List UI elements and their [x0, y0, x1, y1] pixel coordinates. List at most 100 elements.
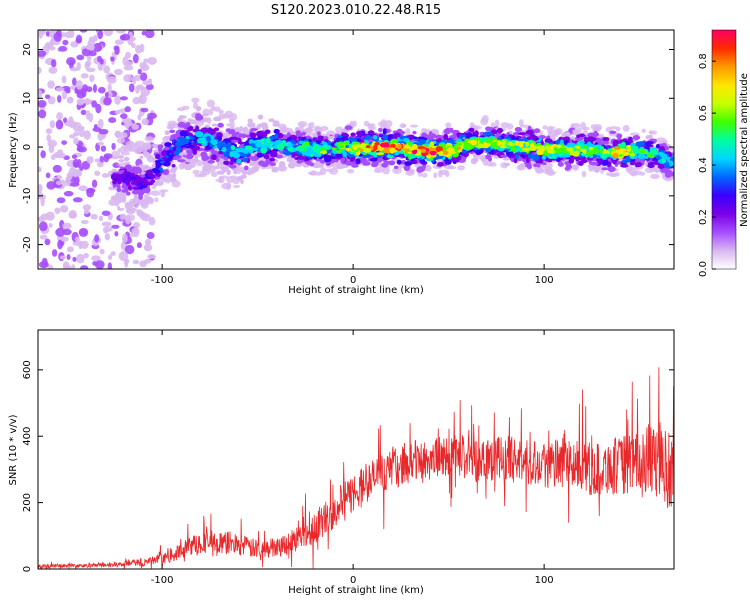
heatmap-cell	[225, 150, 231, 155]
heatmap-cell	[261, 124, 269, 131]
heatmap-cell	[632, 147, 640, 155]
heatmap-cell	[345, 147, 352, 152]
heatmap-cell	[448, 127, 454, 133]
heatmap-cell	[50, 154, 56, 161]
heatmap-cell	[544, 138, 551, 144]
heatmap-cell	[455, 142, 462, 146]
heatmap-cell	[169, 129, 176, 134]
heatmap-cell	[140, 64, 150, 72]
heatmap-cell	[140, 87, 151, 97]
heatmap-cell	[144, 194, 149, 198]
heatmap-cell	[454, 146, 458, 153]
heatmap-cell	[355, 158, 361, 165]
heatmap-cell	[164, 130, 170, 136]
heatmap-cell	[195, 105, 202, 112]
heatmap-cell	[512, 131, 521, 136]
heatmap-cell	[108, 117, 117, 124]
heatmap-cell	[518, 140, 527, 144]
heatmap-cell	[599, 145, 604, 151]
heatmap-cell	[140, 107, 149, 113]
heatmap-cell	[130, 200, 137, 206]
heatmap-cell	[420, 148, 427, 153]
heatmap-cell	[68, 210, 77, 218]
heatmap-cell	[155, 154, 161, 160]
heatmap-cell	[298, 132, 304, 136]
heatmap-cell	[396, 159, 402, 165]
heatmap-cell	[241, 149, 249, 154]
heatmap-cell	[38, 221, 48, 232]
heatmap-cell	[208, 108, 214, 116]
heatmap-cell	[622, 124, 630, 132]
heatmap-cell	[500, 154, 508, 158]
heatmap-cell	[563, 153, 571, 158]
heatmap-cell	[303, 144, 308, 149]
heatmap-cell	[402, 138, 410, 143]
heatmap-cell	[38, 166, 42, 173]
heatmap-cell	[201, 135, 206, 142]
heatmap-cell	[331, 147, 338, 151]
heatmap-cell	[350, 132, 356, 137]
heatmap-cell	[532, 154, 540, 161]
heatmap-cell	[121, 233, 128, 244]
heatmap-cell	[223, 160, 230, 166]
heatmap-cell	[275, 154, 283, 159]
heatmap-cell	[445, 122, 452, 129]
heatmap-cell	[470, 139, 477, 146]
heatmap-cell	[70, 41, 79, 48]
heatmap-cell	[429, 150, 437, 156]
heatmap-cell	[216, 161, 222, 166]
heatmap-cell	[507, 141, 514, 146]
heatmap-cell	[466, 132, 473, 138]
heatmap-cell	[76, 98, 87, 104]
heatmap-cell	[137, 68, 142, 75]
heatmap-cell	[38, 109, 47, 119]
heatmap-cell	[491, 129, 498, 135]
heatmap-cell	[144, 238, 152, 246]
heatmap-cell	[377, 156, 383, 163]
heatmap-cell	[520, 154, 526, 158]
heatmap-cell	[356, 138, 362, 142]
heatmap-cell	[384, 120, 393, 128]
snr-series-line	[38, 367, 674, 569]
heatmap-cell	[195, 130, 204, 138]
heatmap-cell	[276, 165, 287, 172]
heatmap-cell	[521, 147, 530, 152]
heatmap-cell	[91, 100, 98, 108]
heatmap-cell	[649, 161, 654, 165]
heatmap-cell	[238, 133, 246, 138]
heatmap-cell	[382, 166, 390, 175]
heatmap-cell	[162, 168, 170, 176]
heatmap-cell	[261, 144, 266, 149]
heatmap-cell	[137, 179, 144, 182]
heatmap-cell	[329, 135, 336, 140]
heatmap-cell	[195, 125, 200, 131]
heatmap-cell	[144, 136, 155, 142]
heatmap-cell	[116, 187, 122, 192]
heatmap-cell	[217, 122, 224, 128]
heatmap-cell	[63, 117, 68, 123]
heatmap-cell	[139, 155, 144, 160]
heatmap-cell	[44, 238, 51, 246]
heatmap-cell	[655, 143, 661, 149]
heatmap-cell	[572, 129, 580, 134]
heatmap-cell	[147, 154, 152, 160]
heatmap-cell	[60, 236, 69, 242]
heatmap-cell	[223, 156, 229, 161]
heatmap-cell	[219, 141, 227, 146]
colorbar-gradient	[711, 29, 737, 270]
heatmap-cell	[132, 186, 140, 190]
heatmap-cell	[201, 155, 208, 162]
heatmap-cell	[560, 147, 568, 152]
heatmap-cell	[57, 239, 63, 250]
heatmap-cell	[286, 143, 294, 148]
heatmap-cell	[525, 141, 530, 148]
heatmap-cell	[604, 140, 609, 145]
heatmap-cell	[247, 118, 253, 123]
heatmap-cell	[93, 124, 98, 129]
heatmap-cell	[154, 197, 159, 203]
heatmap-cell	[237, 141, 246, 145]
heatmap-cell	[72, 197, 83, 203]
heatmap-cell	[635, 161, 643, 168]
heatmap-cell	[38, 100, 47, 108]
